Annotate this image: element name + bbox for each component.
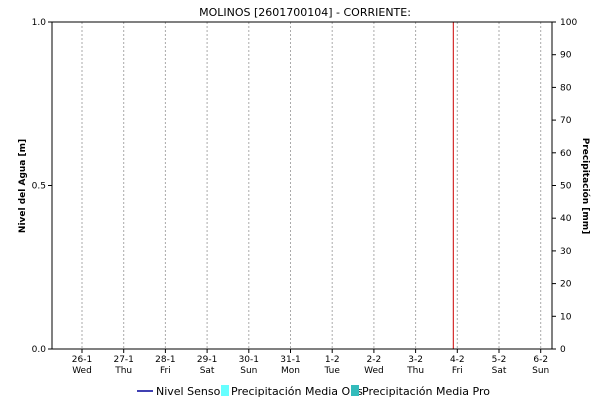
x-tick-label-day: 1-2 xyxy=(325,355,340,365)
x-tick-label-weekday: Sun xyxy=(532,366,549,376)
left-tick-label: 0.0 xyxy=(32,345,47,355)
right-tick-label: 60 xyxy=(560,149,572,159)
x-tick-label-day: 6-2 xyxy=(533,355,548,365)
x-tick-label-weekday: Fri xyxy=(452,366,463,376)
right-tick-label: 40 xyxy=(560,214,572,224)
x-tick-label-day: 30-1 xyxy=(239,355,259,365)
chart-title: MOLINOS [2601700104] - CORRIENTE: xyxy=(199,6,411,19)
x-tick-label-weekday: Fri xyxy=(160,366,171,376)
legend-swatch-precip-obs xyxy=(221,385,229,396)
left-axis-label: Nivel del Agua [m] xyxy=(18,139,28,233)
x-tick-label-day: 26-1 xyxy=(72,355,92,365)
x-tick-label-day: 3-2 xyxy=(408,355,423,365)
plot-area-frame xyxy=(51,21,553,350)
right-tick-label: 50 xyxy=(560,182,572,192)
x-tick-label-weekday: Sat xyxy=(200,366,215,376)
x-tick-label-day: 29-1 xyxy=(197,355,217,365)
x-tick-label-weekday: Wed xyxy=(72,366,92,376)
legend-swatch-precip-pro xyxy=(351,385,359,396)
right-tick-label: 20 xyxy=(560,280,572,290)
x-tick-label-day: 4-2 xyxy=(450,355,465,365)
left-y-axis: 0.0 0.5 1.0 xyxy=(32,18,52,355)
x-axis: 26-1Wed27-1Thu28-1Fri29-1Sat30-1Sun31-1M… xyxy=(72,349,549,376)
x-tick-label-weekday: Thu xyxy=(114,366,132,376)
x-tick-label-weekday: Sat xyxy=(492,366,507,376)
x-tick-label-weekday: Tue xyxy=(324,366,341,376)
legend: Nivel Sensor Precipitación Media Obs Preci… xyxy=(137,385,490,398)
x-tick-label-weekday: Mon xyxy=(281,366,300,376)
right-tick-label: 10 xyxy=(560,312,572,322)
x-tick-label-day: 27-1 xyxy=(113,355,133,365)
x-tick-label-day: 2-2 xyxy=(367,355,382,365)
right-tick-label: 70 xyxy=(560,116,572,126)
right-tick-label: 90 xyxy=(560,51,572,61)
x-tick-label-weekday: Sun xyxy=(240,366,257,376)
x-tick-label-day: 31-1 xyxy=(280,355,300,365)
right-tick-label: 0 xyxy=(560,345,566,355)
left-tick-label: 1.0 xyxy=(32,18,47,28)
left-tick-label: 0.5 xyxy=(32,182,46,192)
grid-lines xyxy=(81,22,542,349)
legend-label: Precipitación Media Obs xyxy=(231,385,363,398)
legend-label: Precipitación Media Pro xyxy=(362,385,490,398)
x-tick-label-day: 28-1 xyxy=(155,355,175,365)
legend-label: Nivel Sensor xyxy=(156,385,225,398)
x-tick-label-day: 5-2 xyxy=(492,355,507,365)
x-tick-label-weekday: Thu xyxy=(406,366,424,376)
right-tick-label: 30 xyxy=(560,247,572,257)
right-axis-label: Precipitación [mm] xyxy=(580,138,591,235)
x-tick-label-weekday: Wed xyxy=(364,366,384,376)
right-tick-label: 80 xyxy=(560,83,572,93)
right-tick-label: 100 xyxy=(560,18,577,28)
right-y-axis: 0 10 20 30 40 50 60 70 80 90 100 xyxy=(552,18,577,355)
